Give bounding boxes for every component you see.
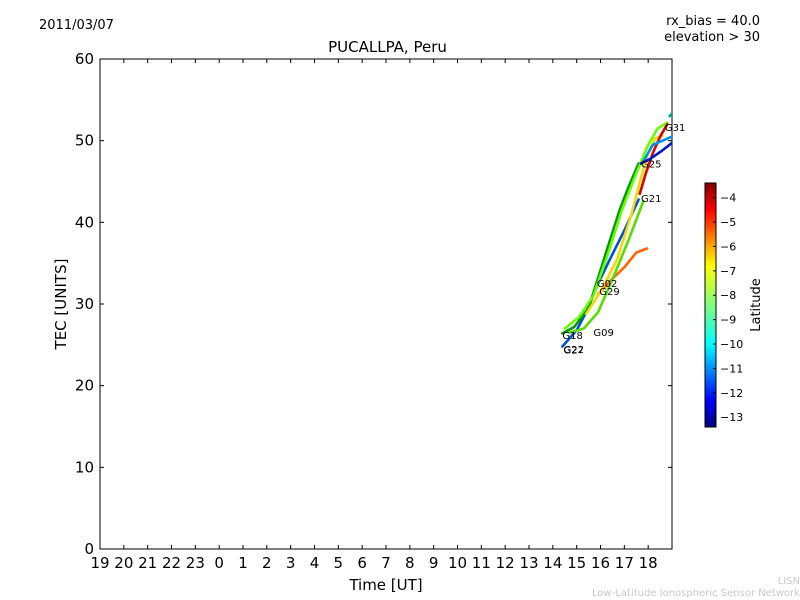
series-line-g25 (563, 121, 669, 330)
elevation-label: elevation > 30 (664, 30, 760, 45)
series-label-g21: G21 (641, 194, 661, 205)
colorbar-tick-label: −12 (720, 387, 743, 400)
x-tick-label: 12 (496, 554, 515, 572)
x-tick-label: 20 (114, 554, 133, 572)
x-axis-label: Time [UT] (348, 576, 422, 594)
series-line-g22 (642, 135, 672, 163)
x-tick-label: 13 (519, 554, 538, 572)
series-line-g18 (561, 162, 640, 335)
x-tick-label: 9 (429, 554, 439, 572)
series-line-g31 (584, 134, 664, 316)
colorbar-label: Latitude (749, 278, 764, 332)
colorbar-tick-label: −9 (720, 314, 736, 327)
y-tick-label: 30 (75, 295, 94, 313)
colorbar-tick-label: −13 (720, 411, 743, 424)
series-line-track-10 (682, 100, 720, 134)
series-label-g25: G25 (641, 160, 661, 171)
colorbar-tick-label: −4 (720, 192, 736, 205)
x-tick-label: 14 (543, 554, 562, 572)
chart-title: PUCALLPA, Peru (328, 38, 447, 56)
x-tick-label: 22 (162, 554, 181, 572)
series-line-track-9 (668, 111, 672, 118)
plot-frame (99, 58, 673, 550)
x-tick-label: 21 (138, 554, 157, 572)
series-line-g21 (638, 123, 669, 196)
x-tick-label: 16 (591, 554, 610, 572)
colorbar-tick-label: −8 (720, 289, 736, 302)
x-tick-label: 3 (286, 554, 296, 572)
x-tick-label: 18 (639, 554, 658, 572)
colorbar-tick-label: −7 (720, 265, 736, 278)
x-tick-label: 2 (262, 554, 272, 572)
x-tick-label: 6 (357, 554, 367, 572)
series-label-g22: G22 (564, 345, 584, 356)
series-label-g27: G27 (564, 346, 584, 357)
series-label-g09: G09 (593, 328, 613, 339)
y-axis-label: TEC [UNITS] (52, 259, 70, 351)
x-tick-label: 4 (310, 554, 320, 572)
y-tick-label: 0 (84, 540, 94, 558)
series-label-g29: G29 (599, 287, 619, 298)
series-label-g31: G31 (665, 123, 685, 134)
date-label: 2011/03/07 (39, 18, 114, 33)
colorbar-tick-label: −5 (720, 216, 736, 229)
x-tick-label: 11 (472, 554, 491, 572)
x-tick-label: 7 (381, 554, 391, 572)
y-tick-label: 10 (75, 458, 94, 476)
y-tick-label: 50 (75, 132, 94, 150)
x-tick-label: 10 (448, 554, 467, 572)
y-tick-label: 60 (75, 50, 94, 68)
y-tick-label: 40 (75, 213, 94, 231)
series-line-g29 (596, 247, 649, 296)
x-tick-label: 17 (615, 554, 634, 572)
x-tick-label: 1 (238, 554, 248, 572)
x-tick-label: 19 (90, 554, 109, 572)
x-tick-label: 23 (186, 554, 205, 572)
x-tick-label: 8 (405, 554, 415, 572)
series-line-g27 (639, 141, 672, 165)
series-label-g02: G02 (597, 279, 617, 290)
footer-lisn: LISN (777, 576, 800, 587)
y-tick-label: 20 (75, 377, 94, 395)
footer-network: Low-Latitude Ionospheric Sensor Network (592, 588, 800, 599)
colorbar-tick-label: −6 (720, 240, 736, 253)
rx-bias-label: rx_bias = 40.0 (666, 14, 760, 29)
series-label-g18: G18 (562, 331, 582, 342)
colorbar-tick-label: −11 (720, 362, 743, 375)
series-line-g09 (568, 199, 645, 334)
x-tick-label: 15 (567, 554, 586, 572)
x-tick-label: 0 (214, 554, 224, 572)
series-group (561, 100, 720, 348)
x-tick-label: 5 (334, 554, 344, 572)
colorbar (704, 182, 717, 428)
colorbar-tick-label: −10 (720, 338, 743, 351)
